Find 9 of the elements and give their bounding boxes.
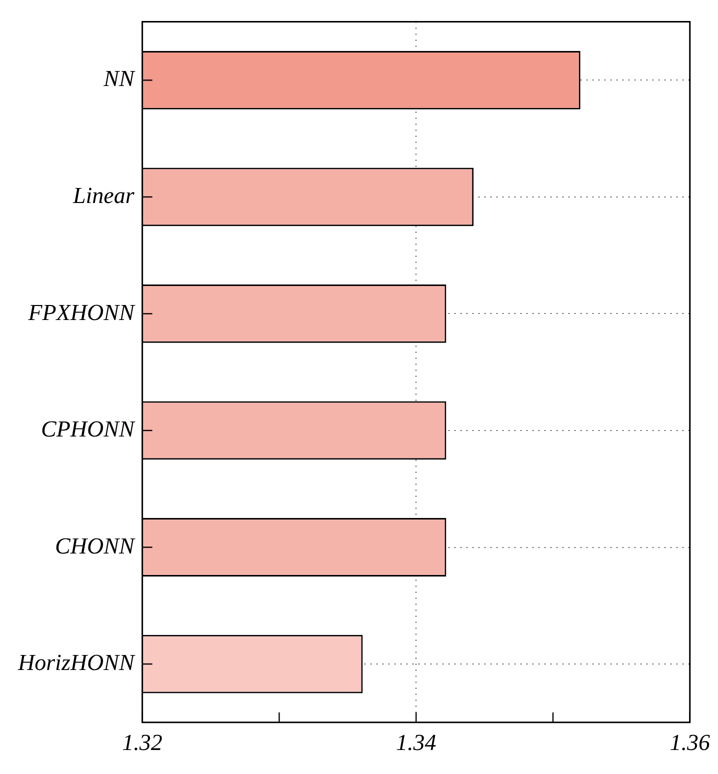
x-tick-label: 1.34 — [396, 730, 436, 756]
y-tick-label: CPHONN — [41, 416, 136, 442]
x-tick-label: 1.32 — [122, 730, 162, 756]
y-tick-label: CHONN — [55, 533, 136, 558]
x-tick-label: 1.36 — [670, 730, 710, 756]
y-tick-label: Linear — [72, 182, 136, 208]
y-tick-label: NN — [102, 66, 136, 92]
y-tick-label: HorizHONN — [16, 650, 136, 676]
y-tick-label: FPXHONN — [27, 300, 136, 325]
